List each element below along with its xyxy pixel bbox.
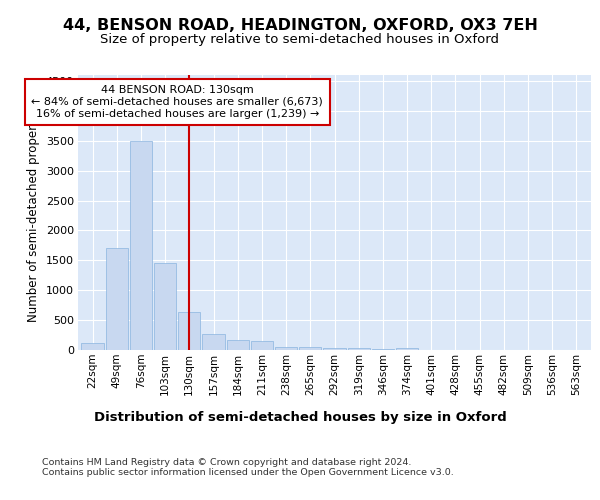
Bar bbox=[323, 348, 346, 350]
Bar bbox=[275, 346, 297, 350]
Text: Contains HM Land Registry data © Crown copyright and database right 2024.
Contai: Contains HM Land Registry data © Crown c… bbox=[42, 458, 454, 477]
Bar bbox=[130, 141, 152, 350]
Text: Size of property relative to semi-detached houses in Oxford: Size of property relative to semi-detach… bbox=[101, 32, 499, 46]
Bar bbox=[106, 248, 128, 350]
Bar bbox=[154, 264, 176, 350]
Bar bbox=[227, 340, 249, 350]
Bar bbox=[82, 343, 104, 350]
Bar bbox=[202, 334, 224, 350]
Y-axis label: Number of semi-detached properties: Number of semi-detached properties bbox=[27, 103, 40, 322]
Bar bbox=[251, 342, 273, 350]
Text: Distribution of semi-detached houses by size in Oxford: Distribution of semi-detached houses by … bbox=[94, 411, 506, 424]
Bar bbox=[396, 348, 418, 350]
Text: 44, BENSON ROAD, HEADINGTON, OXFORD, OX3 7EH: 44, BENSON ROAD, HEADINGTON, OXFORD, OX3… bbox=[62, 18, 538, 32]
Bar bbox=[372, 349, 394, 350]
Bar bbox=[347, 348, 370, 350]
Text: 44 BENSON ROAD: 130sqm
← 84% of semi-detached houses are smaller (6,673)
16% of : 44 BENSON ROAD: 130sqm ← 84% of semi-det… bbox=[31, 86, 323, 118]
Bar bbox=[299, 347, 322, 350]
Bar bbox=[178, 312, 200, 350]
